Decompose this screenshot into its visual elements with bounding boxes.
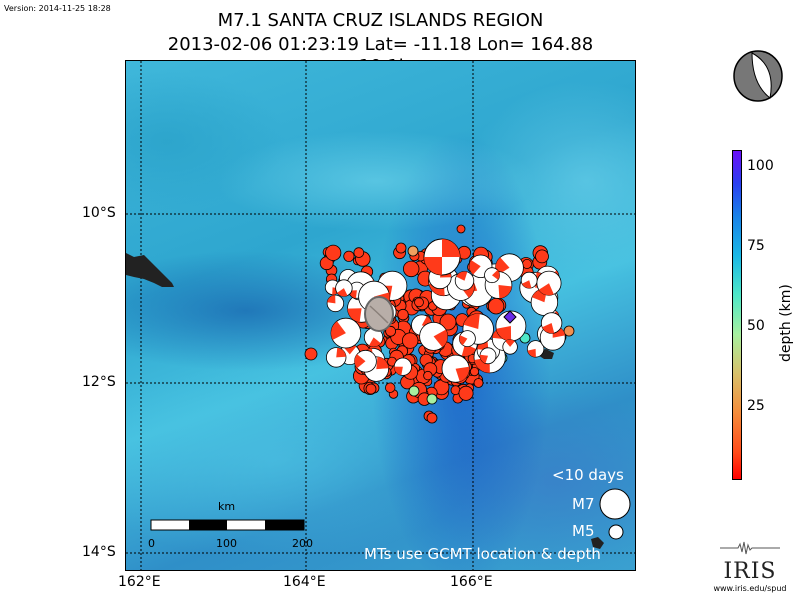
mechanism-beachball: [502, 339, 518, 355]
lon-label-162: 162°E: [118, 574, 161, 590]
earthquake-marker: [408, 385, 420, 397]
legend-m7-circle: [599, 488, 631, 520]
earthquake-marker: [535, 249, 549, 264]
earthquake-marker: [304, 347, 318, 361]
mechanism-beachball: [419, 321, 449, 351]
legend-m5-label: M5: [572, 522, 595, 540]
mechanism-beachball: [325, 347, 347, 368]
earthquake-marker: [473, 378, 484, 388]
seismicity-map[interactable]: km 0 100 200 <10 days M7 M5 MTs use GCMT…: [125, 60, 636, 571]
mechanism-beachball: [479, 347, 497, 365]
legend-m5-circle: [608, 524, 624, 540]
mechanism-beachball: [354, 349, 377, 373]
graticule: [126, 61, 635, 570]
earthquake-marker: [402, 332, 419, 349]
lon-label-164: 164°E: [283, 574, 326, 590]
island-west: [126, 253, 174, 287]
earthquake-marker: [385, 382, 396, 393]
earthquake-marker: [397, 308, 409, 321]
earthquake-marker: [325, 244, 342, 261]
earthquake-marker: [563, 325, 575, 337]
earthquake-marker: [353, 247, 365, 258]
lat-label-14s: 14°S: [82, 544, 116, 560]
scalebar-label-100: 100: [216, 537, 237, 550]
iris-logo-text: IRIS: [723, 559, 777, 584]
large-mechanism: [423, 238, 461, 276]
mechanism-beachball: [326, 294, 345, 313]
legend-m7-label: M7: [572, 495, 595, 513]
legend-window: <10 days: [552, 466, 624, 484]
colorbar-tick-50: 50: [747, 318, 765, 334]
colorbar-label: depth (km): [778, 284, 794, 362]
scalebar-label-200: 200: [292, 537, 313, 550]
scalebar-unit: km: [218, 500, 236, 513]
earthquake-marker: [385, 325, 397, 337]
earthquake-marker: [469, 366, 480, 377]
iris-url[interactable]: www.iris.edu/spud: [713, 584, 787, 593]
lat-label-10s: 10°S: [82, 205, 116, 221]
mechanism-beachball: [458, 330, 476, 348]
seismogram-icon: [720, 541, 780, 555]
mechanism-beachball: [495, 310, 527, 342]
mechanism-beachball: [441, 354, 470, 383]
map-overlay: [126, 61, 635, 570]
mechanism-beachball: [393, 357, 412, 376]
deep-event-marker[interactable]: [503, 310, 517, 324]
mechanism-beachball: [526, 340, 545, 358]
scalebar-segment: [265, 520, 304, 530]
lon-label-166: 166°E: [450, 574, 493, 590]
earthquake-marker: [458, 385, 474, 401]
earthquake-marker: [343, 250, 355, 262]
mechanism-beachball: [484, 267, 500, 284]
earthquake-marker: [365, 383, 377, 395]
colorbar-tick-100: 100: [747, 158, 774, 174]
mechanism-beachball: [454, 271, 475, 291]
mechanism-beachball: [540, 312, 563, 334]
earthquake-marker: [423, 370, 433, 381]
legend-note: MTs use GCMT location & depth: [364, 545, 601, 563]
colorbar-tick-75: 75: [747, 238, 765, 254]
mechanism-beachball: [330, 317, 362, 349]
event-title: M7.1 SANTA CRUZ ISLANDS REGION: [217, 10, 544, 31]
earthquake-marker: [426, 393, 438, 405]
scalebar-label-0: 0: [148, 537, 155, 550]
mechanism-beachball: [536, 270, 562, 296]
earthquake-marker: [403, 260, 420, 278]
island-south: [591, 537, 604, 549]
earthquake-marker: [426, 412, 438, 424]
lat-label-12s: 12°S: [82, 374, 116, 390]
colorbar-tick-25: 25: [747, 398, 765, 414]
earthquake-marker: [414, 297, 424, 308]
depth-colorbar: [732, 150, 742, 480]
focal-mechanism-beachball: [733, 50, 783, 102]
main-event-nodal: [369, 305, 389, 324]
earthquake-marker: [407, 245, 419, 257]
earthquake-marker: [395, 242, 407, 254]
iris-logo[interactable]: IRIS www.iris.edu/spud: [700, 540, 800, 593]
earthquake-marker: [487, 297, 505, 315]
earthquake-marker: [456, 224, 466, 234]
mechanism-beachball: [335, 279, 353, 297]
mechanism-beachball: [520, 271, 538, 289]
version-text: Version: 2014-11-25 18:28: [4, 4, 111, 13]
scalebar-segment: [189, 520, 227, 530]
